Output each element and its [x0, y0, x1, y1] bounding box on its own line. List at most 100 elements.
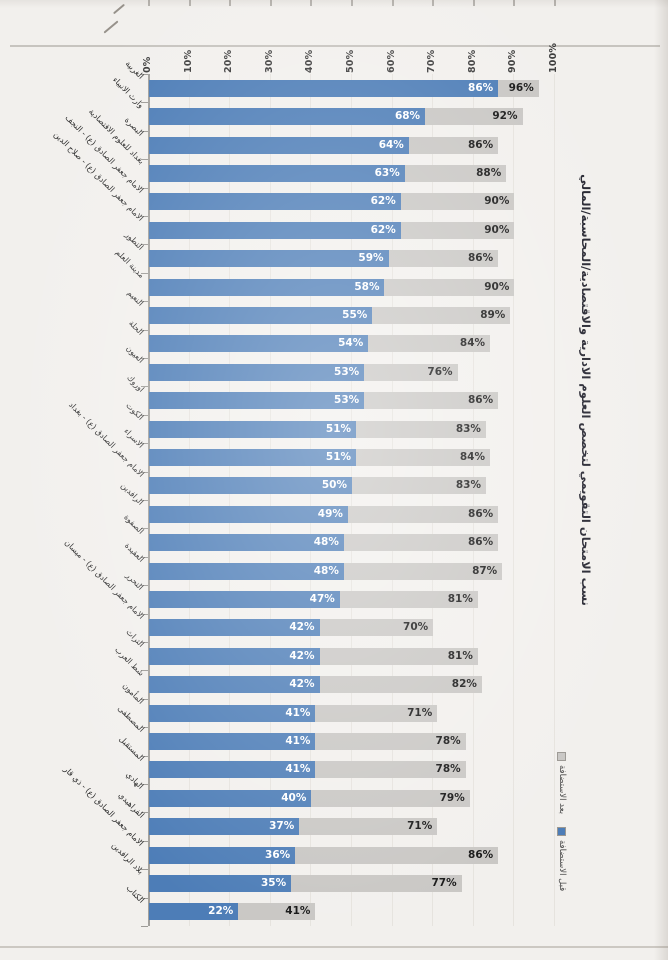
bar-before-segment: 58%: [149, 278, 385, 296]
bar-after-segment: 90%: [400, 193, 515, 211]
bar-before-segment: 86%: [149, 79, 499, 97]
gridline: [269, 74, 271, 926]
bar-after-segment: 71%: [299, 818, 438, 836]
bar-after-segment: 87%: [343, 562, 503, 580]
gridline: [391, 74, 393, 926]
category-axis-tick: [141, 642, 148, 643]
category-axis-tick: [141, 585, 148, 587]
bar-value-label-before: 42%: [289, 649, 315, 662]
bar-value-label-before: 53%: [334, 365, 360, 378]
bar-value-label-after: 77%: [431, 876, 457, 889]
category-label: الكتاب: [123, 883, 146, 905]
category-label: العيون: [124, 343, 146, 366]
category-label: شط العرب: [112, 644, 146, 678]
category-axis-tick: [141, 130, 148, 132]
gridline: [432, 74, 434, 926]
bar-value-label-after: 78%: [435, 734, 461, 747]
category-axis-tick: [141, 784, 148, 785]
bar-value-label-before: 68%: [394, 110, 421, 123]
bar-value-label-before: 36%: [265, 848, 291, 861]
category-axis-tick: [141, 386, 148, 388]
bar-value-label-after: 92%: [492, 110, 518, 123]
remnant-tick: [188, 0, 191, 6]
category-axis-tick: [141, 528, 148, 530]
bar-value-label-before: 54%: [338, 337, 364, 350]
legend-swatch-before: [557, 827, 567, 836]
bar-after-segment: 78%: [315, 732, 466, 750]
bar-value-label-after: 84%: [459, 450, 486, 463]
category-label: الصفوة: [122, 512, 146, 536]
category-label: التحرر: [124, 571, 146, 593]
bar-after-segment: 79%: [311, 789, 470, 807]
gridline: [554, 74, 555, 926]
category-label: وارث الانبياء: [110, 74, 146, 110]
category-axis-tick: [141, 102, 148, 104]
bar-value-label-after: 86%: [468, 848, 494, 861]
chart-title: نسب الامتحان التقويمي لتخصص العلوم الادا…: [579, 174, 593, 606]
category-label: النعيم: [125, 288, 146, 309]
category-axis-tick: [141, 272, 148, 274]
bar-value-label-before: 48%: [313, 564, 339, 577]
category-axis-tick: [141, 414, 148, 416]
category-axis-tick: [141, 698, 148, 700]
remnant-tick: [513, 0, 516, 6]
legend-label-before: قبل الاستضافة: [557, 840, 567, 892]
bar-value-label-before: 59%: [358, 252, 384, 265]
remnant-tick: [432, 0, 435, 6]
bar-value-label-after: 90%: [484, 223, 510, 236]
bar-before-segment: 47%: [149, 590, 340, 608]
value-axis-tick-label: 10%: [182, 49, 194, 73]
category-axis-tick: [141, 187, 148, 189]
prev-chart-label-fragment: [112, 3, 126, 15]
legend-swatch-after: [557, 752, 567, 761]
bar-after-segment: 86%: [364, 392, 499, 410]
bar-before-segment: 40%: [149, 789, 312, 807]
category-axis-tick: [141, 670, 148, 672]
bar-before-segment: 41%: [149, 704, 316, 722]
remnant-tick: [229, 0, 232, 6]
bar-value-label-after: 96%: [508, 81, 534, 94]
category-axis-tick: [141, 613, 148, 615]
bar-after-segment: 86%: [295, 846, 499, 864]
category-label: الاسراء: [122, 426, 146, 451]
bar-before-segment: 62%: [149, 221, 401, 239]
category-label: الرافدين: [119, 481, 146, 508]
bar-value-label-after: 83%: [455, 422, 481, 435]
category-axis-tick: [141, 471, 148, 473]
bar-value-label-before: 41%: [285, 706, 311, 719]
remnant-tick: [310, 0, 313, 6]
category-axis-line: [148, 74, 150, 926]
category-axis-tick: [141, 556, 148, 558]
category-axis-tick: [141, 74, 148, 75]
bar-after-segment: 90%: [384, 278, 515, 296]
gridline: [351, 74, 352, 926]
bar-value-label-before: 51%: [325, 450, 352, 463]
bar-before-segment: 63%: [149, 164, 405, 182]
bar-value-label-after: 89%: [480, 308, 506, 321]
bar-value-label-after: 41%: [285, 905, 311, 918]
category-axis-tick: [141, 840, 148, 842]
bar-value-label-before: 35%: [260, 876, 287, 889]
bar-after-segment: 83%: [356, 420, 486, 438]
bar-after-segment: 86%: [408, 136, 499, 154]
gridline: [229, 74, 231, 926]
bar-value-label-after: 84%: [459, 337, 486, 350]
bar-after-segment: 86%: [347, 505, 499, 523]
value-axis-tick-label: 80%: [466, 49, 478, 73]
bar-after-segment: 41%: [238, 903, 316, 921]
gridline: [472, 74, 474, 926]
bar-value-label-before: 86%: [468, 81, 494, 94]
gridline: [310, 74, 312, 926]
bar-value-label-before: 58%: [354, 280, 380, 293]
bar-value-label-before: 50%: [321, 479, 347, 492]
bar-before-segment: 51%: [149, 420, 357, 438]
bar-before-segment: 51%: [149, 448, 357, 466]
category-axis-tick: [141, 869, 148, 871]
category-axis-tick: [141, 329, 148, 331]
bar-before-segment: 36%: [149, 846, 296, 864]
category-axis-tick: [141, 812, 148, 814]
bar-after-segment: 70%: [319, 619, 434, 637]
value-axis-tick-label: 60%: [385, 49, 397, 73]
category-axis-tick: [141, 443, 148, 445]
legend-label-after: بعد الاستضافة: [557, 765, 567, 815]
